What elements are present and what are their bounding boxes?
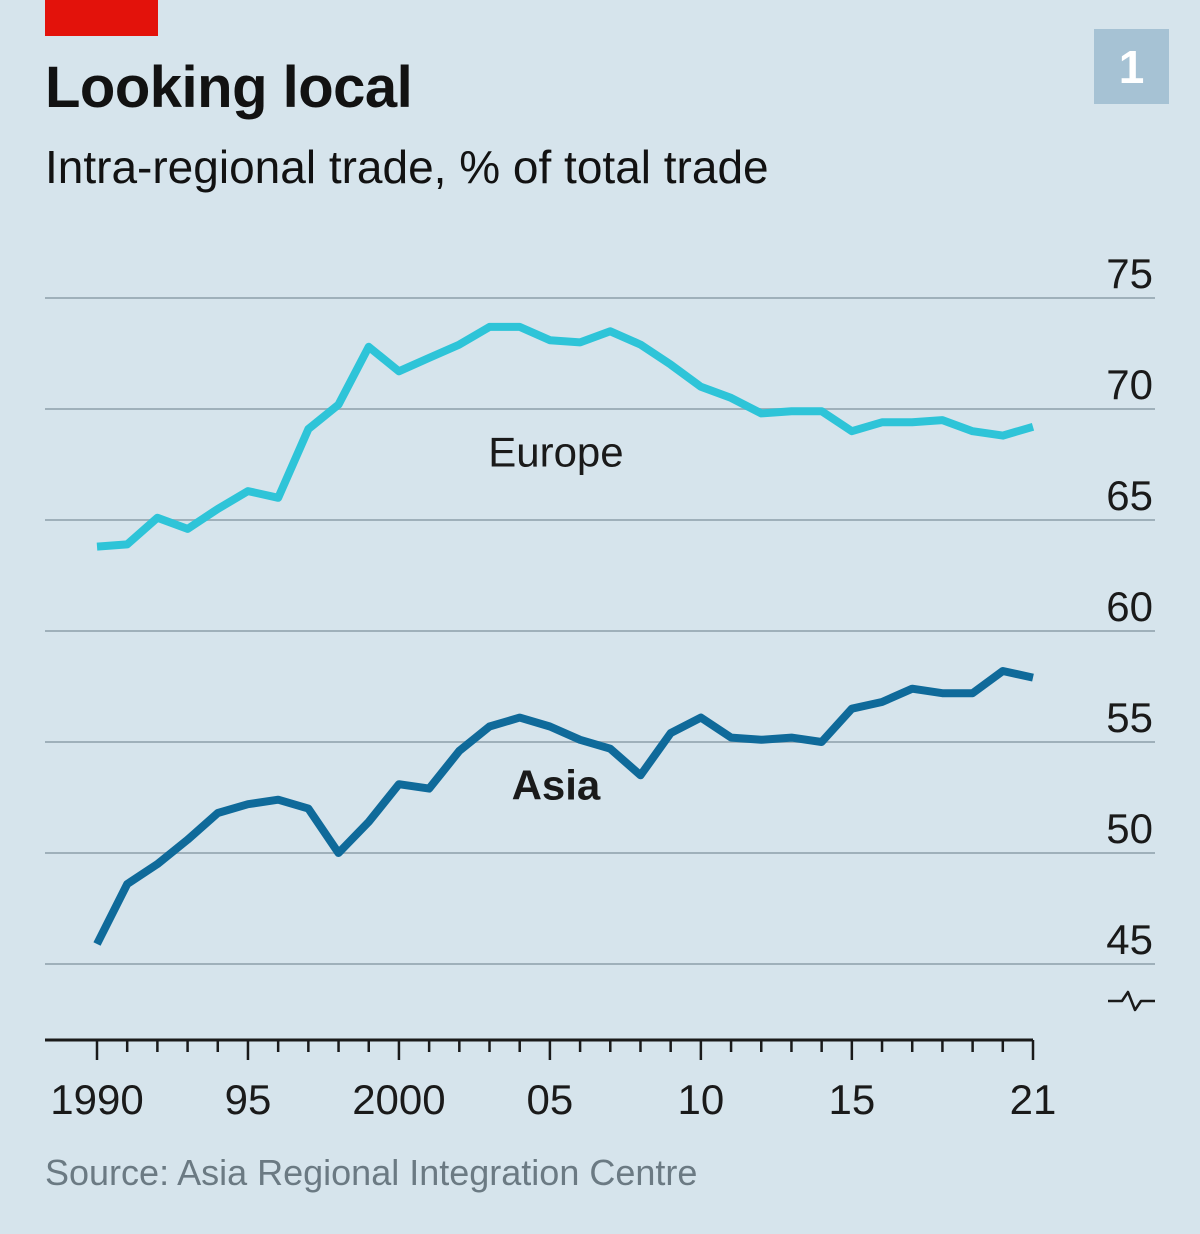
- y-tick-label-60: 60: [1106, 583, 1153, 630]
- x-tick-label-1990: 1990: [50, 1076, 143, 1123]
- x-tick-label-95: 95: [225, 1076, 272, 1123]
- series-line-asia: [93, 667, 1034, 946]
- y-tick-label-70: 70: [1106, 361, 1153, 408]
- x-tick-label-2000: 2000: [352, 1076, 445, 1123]
- x-tick-label-10: 10: [678, 1076, 725, 1123]
- x-tick-label-05: 05: [527, 1076, 574, 1123]
- y-tick-label-45: 45: [1106, 916, 1153, 963]
- y-tick-label-65: 65: [1106, 472, 1153, 519]
- y-tick-label-55: 55: [1106, 694, 1153, 741]
- chart-subtitle: Intra-regional trade, % of total trade: [45, 141, 769, 193]
- brand-red-bar: [45, 0, 158, 36]
- y-tick-label-50: 50: [1106, 805, 1153, 852]
- x-tick-label-15: 15: [828, 1076, 875, 1123]
- series-label-asia: Asia: [512, 762, 601, 809]
- series-label-europe: Europe: [488, 429, 623, 476]
- y-tick-label-75: 75: [1106, 250, 1153, 297]
- series-line-europe: [96, 322, 1035, 551]
- chart-number-badge: 1: [1094, 29, 1169, 104]
- source-note: Source: Asia Regional Integration Centre: [45, 1152, 698, 1193]
- axis-break-icon: [1108, 990, 1155, 1012]
- chart-title: Looking local: [45, 55, 413, 120]
- x-tick-label-21: 21: [1010, 1076, 1057, 1123]
